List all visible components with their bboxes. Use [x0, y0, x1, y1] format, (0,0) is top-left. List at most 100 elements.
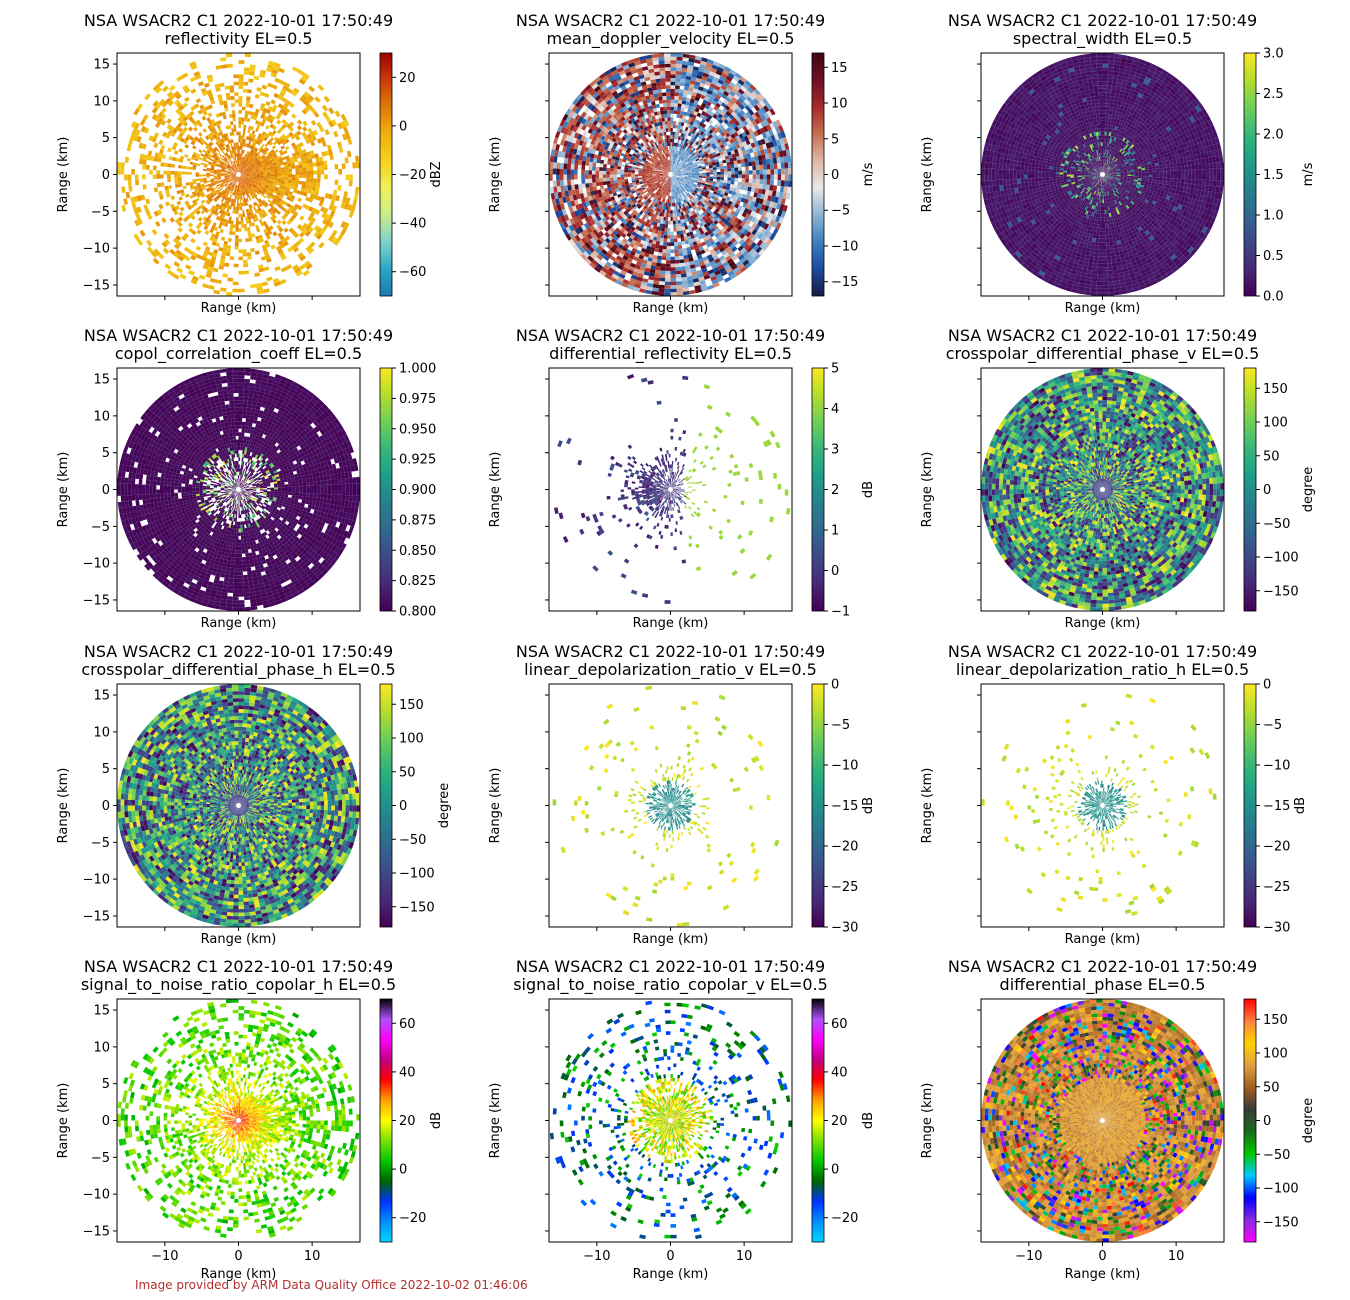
radar-gate: [732, 198, 738, 204]
radar-gate: [309, 178, 314, 183]
radar-gate: [225, 125, 229, 130]
radar-gate: [734, 170, 739, 175]
radar-gate: [322, 218, 328, 225]
radar-gate: [681, 103, 686, 109]
radar-gate: [710, 275, 717, 282]
radar-gate: [747, 199, 753, 206]
radar-gate: [226, 96, 231, 101]
radar-gate: [621, 282, 629, 288]
radar-gate: [201, 205, 206, 210]
radar-gate: [699, 261, 706, 267]
radar-gate: [241, 176, 245, 179]
radar-gate: [769, 219, 775, 227]
radar-gate: [238, 174, 242, 176]
radar-gate: [588, 246, 595, 253]
radar-gate: [704, 183, 709, 187]
radar-gate: [670, 270, 676, 275]
radar-gate: [305, 263, 313, 270]
radar-gate: [202, 174, 207, 177]
radar-gate: [742, 92, 749, 99]
radar-gate: [752, 98, 760, 105]
radar-gate: [232, 150, 234, 154]
radar-gate: [670, 267, 676, 271]
radar-gate: [681, 175, 685, 176]
radar-gate: [256, 140, 260, 145]
radar-gate: [273, 197, 278, 202]
radar-gate: [224, 262, 230, 267]
radar-gate: [670, 181, 672, 186]
radar-gate: [659, 274, 666, 278]
radar-gate: [277, 172, 282, 175]
radar-gate: [238, 78, 244, 82]
radar-gate: [719, 182, 724, 186]
radar-gate: [678, 92, 684, 97]
radar-gate: [242, 191, 244, 196]
radar-gate: [676, 143, 679, 147]
radar-gate: [224, 157, 228, 162]
radar-gate: [672, 202, 674, 207]
radar-gate: [713, 220, 719, 225]
radar-gate: [707, 138, 713, 143]
radar-gate: [701, 123, 707, 129]
radar-gate: [261, 149, 266, 153]
radar-gate: [702, 189, 707, 193]
radar-gate: [273, 190, 278, 194]
radar-gate: [241, 176, 245, 179]
radar-gate: [285, 99, 291, 106]
radar-gate: [742, 217, 748, 224]
radar-gate: [177, 127, 183, 133]
radar-gate: [785, 149, 791, 157]
radar-gate: [667, 177, 669, 181]
radar-gate: [722, 209, 728, 215]
radar-gate: [319, 229, 326, 236]
radar-gate: [760, 228, 767, 235]
radar-gate: [760, 138, 766, 145]
radar-gate: [269, 165, 274, 168]
radar-gate: [745, 178, 749, 183]
radar-gate: [758, 160, 763, 166]
radar-gate: [756, 193, 762, 199]
radar-gate: [230, 162, 233, 166]
radar-gate: [721, 204, 727, 210]
radar-gate: [657, 189, 661, 193]
radar-gate: [280, 145, 285, 150]
radar-gate: [287, 193, 292, 198]
radar-gate: [304, 188, 309, 193]
radar-gate: [196, 254, 203, 260]
radar-gate: [121, 186, 126, 193]
radar-gate: [686, 163, 690, 167]
radar-gate: [280, 167, 285, 170]
radar-gate: [673, 142, 676, 147]
radar-gate: [156, 170, 160, 175]
radar-gate: [222, 244, 228, 249]
radar-gate: [261, 144, 265, 148]
radar-gate: [705, 178, 710, 181]
radar-gate: [670, 110, 674, 114]
radar-gate: [589, 252, 597, 260]
radar-gate: [209, 186, 213, 190]
radar-gate: [667, 177, 670, 182]
radar-gate: [670, 135, 673, 139]
radar-gate: [679, 215, 683, 220]
radar-gate: [708, 182, 713, 186]
radar-gate: [677, 171, 681, 173]
radar-gate: [675, 274, 682, 278]
radar-gate: [715, 161, 720, 165]
radar-gate: [678, 245, 683, 250]
radar-gate: [233, 169, 236, 173]
radar-gate: [702, 87, 709, 93]
radar-gate: [720, 144, 725, 149]
radar-gate: [682, 182, 686, 185]
radar-gate: [690, 180, 695, 183]
radar-gate: [640, 285, 647, 290]
radar-gate: [675, 67, 682, 72]
radar-gate: [783, 186, 788, 193]
radar-gate: [666, 253, 671, 257]
radar-gate: [648, 227, 653, 233]
radar-gate: [219, 188, 223, 192]
radar-gate: [274, 149, 279, 154]
radar-gate: [689, 156, 694, 160]
radar-gate: [192, 181, 197, 185]
radar-gate: [235, 177, 237, 181]
radar-gate: [670, 235, 674, 239]
